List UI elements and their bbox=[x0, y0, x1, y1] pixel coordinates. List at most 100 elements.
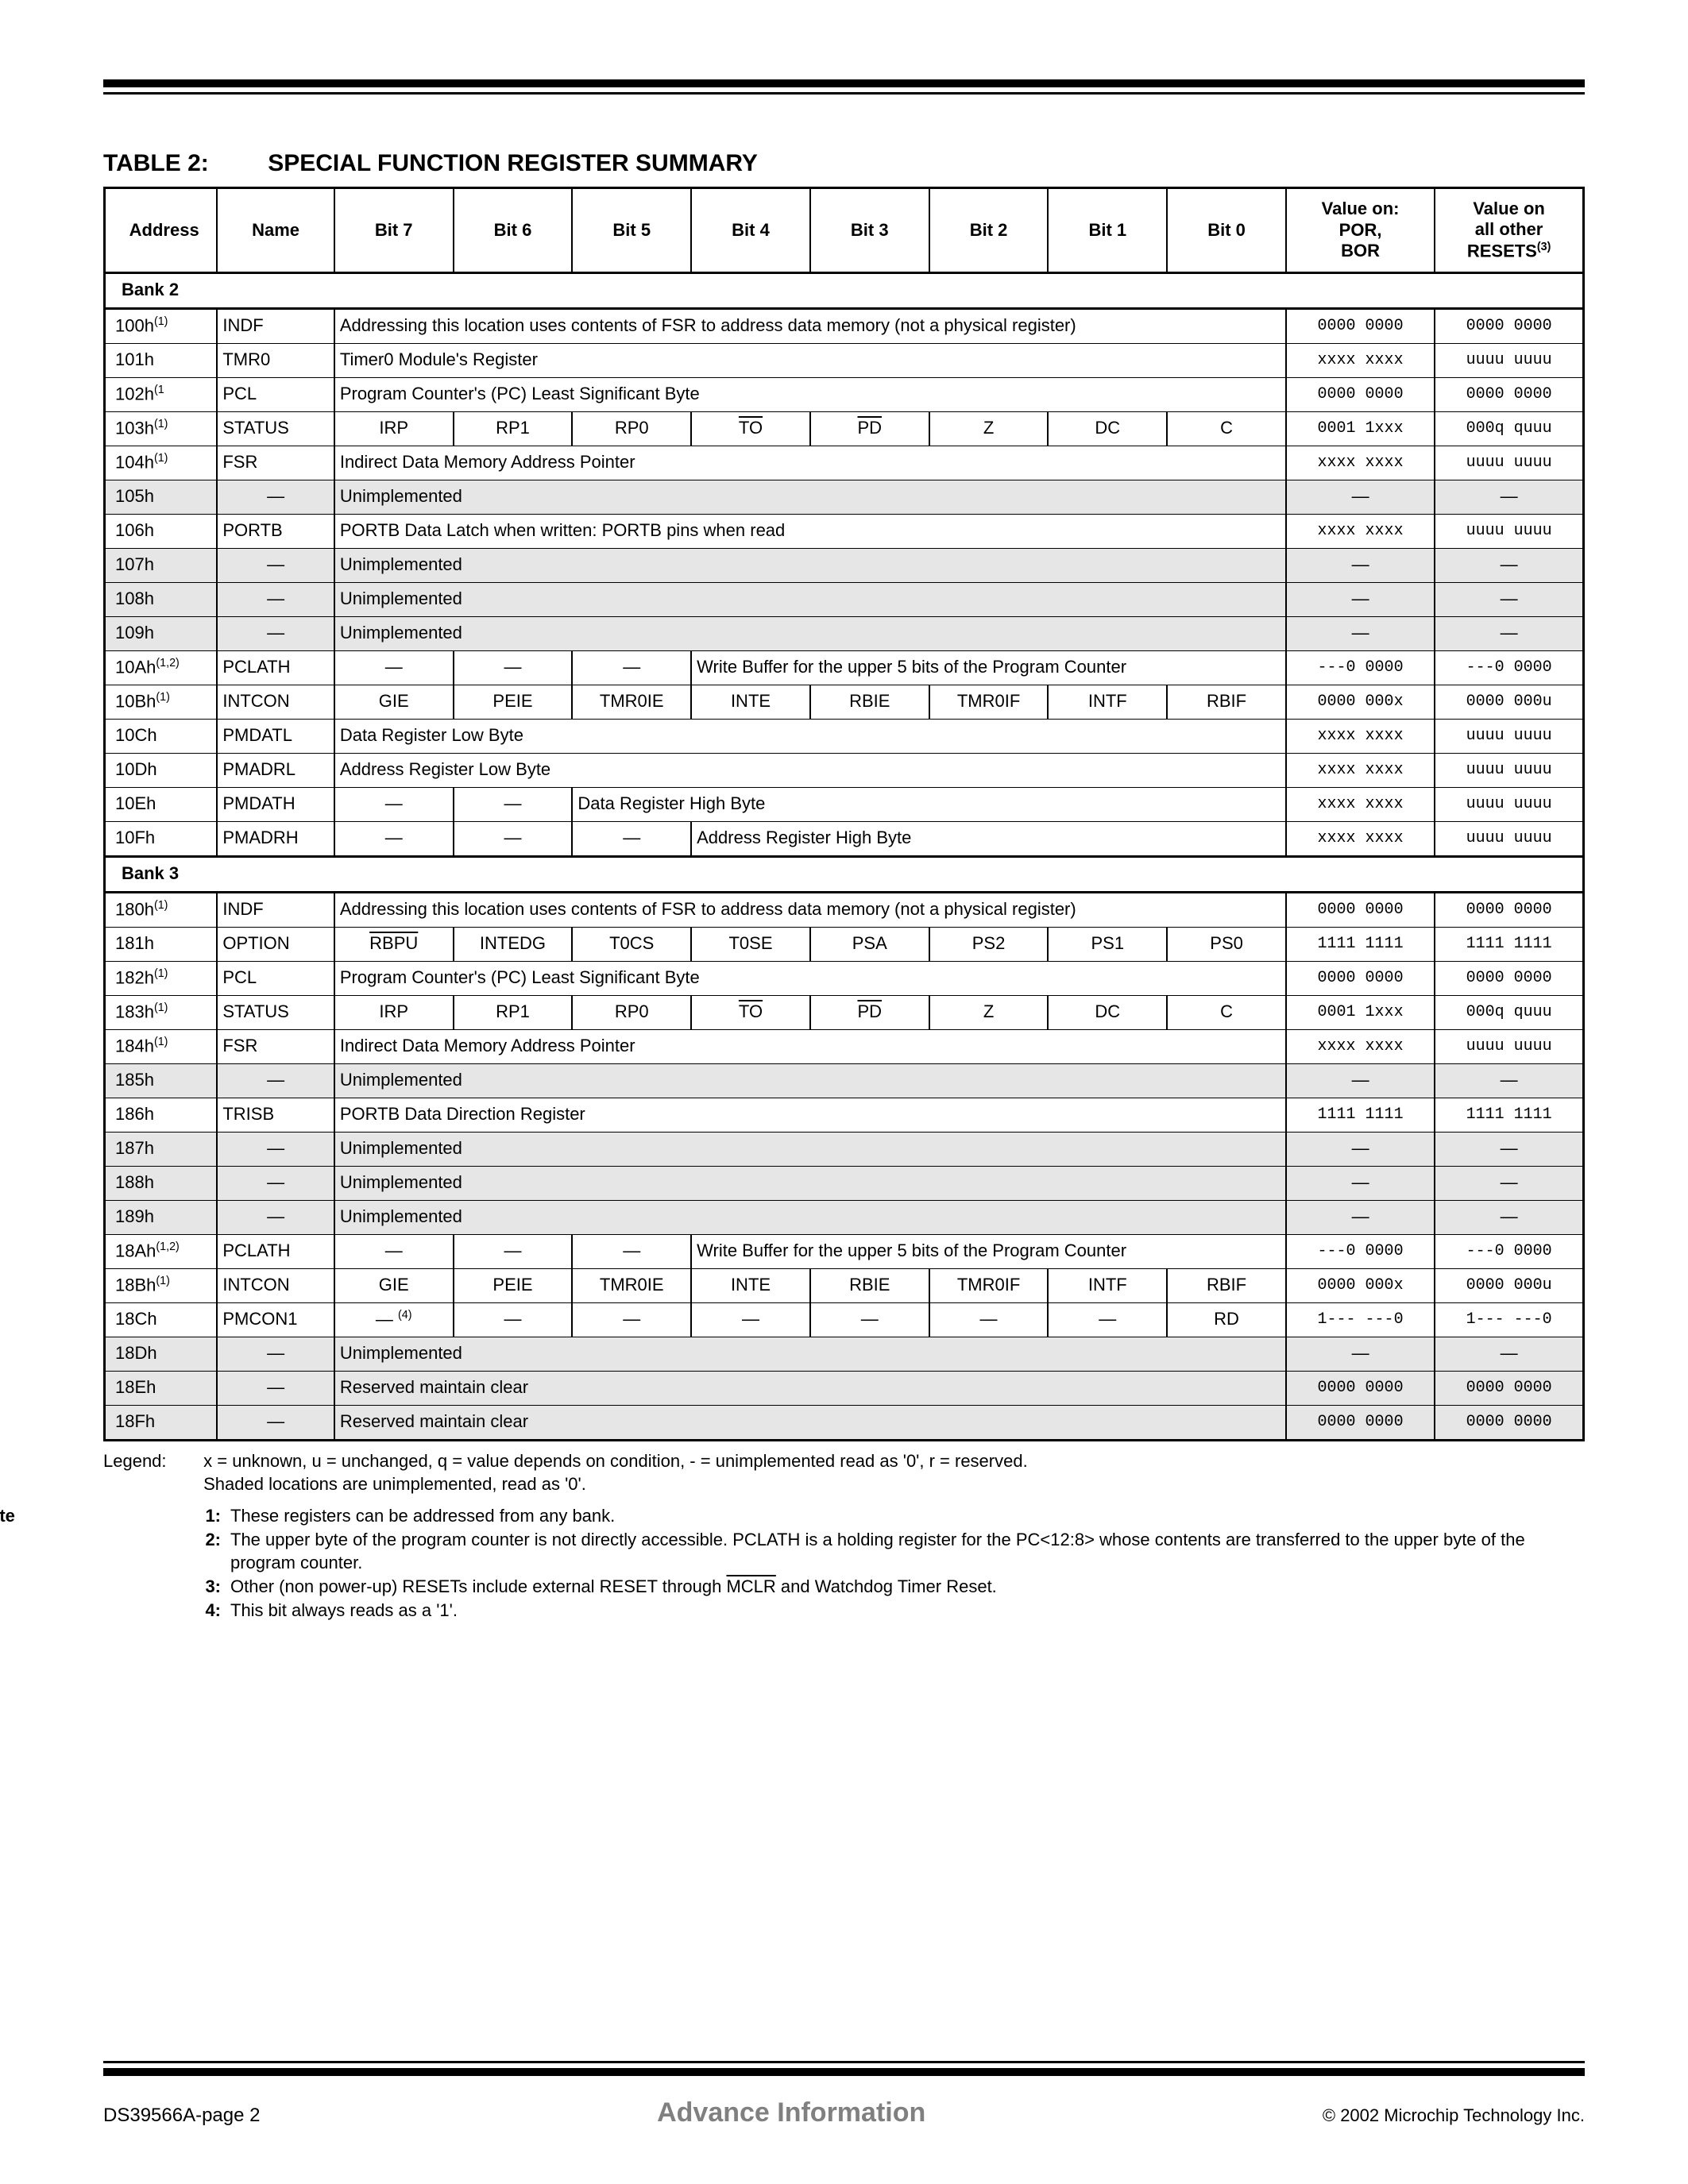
table-row: 18Eh—Reserved maintain clear0000 0000000… bbox=[105, 1371, 1584, 1405]
cell-reset: 1111 1111 bbox=[1435, 1098, 1583, 1132]
cell-bit: — bbox=[454, 1302, 573, 1337]
cell-por: xxxx xxxx bbox=[1286, 719, 1435, 753]
cell-name: OPTION bbox=[217, 927, 334, 961]
cell-bit: — bbox=[454, 821, 573, 856]
footer-left: DS39566A-page 2 bbox=[103, 2105, 260, 2127]
table-row: 105h—Unimplemented—— bbox=[105, 480, 1584, 514]
table-row: 100h(1)INDFAddressing this location uses… bbox=[105, 308, 1584, 343]
cell-bit: RBIF bbox=[1167, 1268, 1286, 1302]
table-row: 18ChPMCON1— (4)——————RD1--- ---01--- ---… bbox=[105, 1302, 1584, 1337]
cell-bit: — bbox=[691, 1302, 810, 1337]
cell-description: Data Register High Byte bbox=[572, 787, 1286, 821]
cell-name: — bbox=[217, 1132, 334, 1166]
table-row: 104h(1)FSRIndirect Data Memory Address P… bbox=[105, 446, 1584, 480]
cell-description: Program Counter's (PC) Least Significant… bbox=[334, 961, 1286, 995]
cell-description: Write Buffer for the upper 5 bits of the… bbox=[691, 650, 1286, 685]
cell-reset: uuuu uuuu bbox=[1435, 446, 1583, 480]
table-row: 10DhPMADRLAddress Register Low Bytexxxx … bbox=[105, 753, 1584, 787]
cell-bit: TO bbox=[691, 995, 810, 1029]
table-row: 18Bh(1)INTCONGIEPEIETMR0IEINTERBIETMR0IF… bbox=[105, 1268, 1584, 1302]
cell-description: Unimplemented bbox=[334, 616, 1286, 650]
cell-por: xxxx xxxx bbox=[1286, 821, 1435, 856]
cell-reset: uuuu uuuu bbox=[1435, 343, 1583, 377]
cell-bit: INTF bbox=[1048, 1268, 1167, 1302]
cell-address: 18Dh bbox=[105, 1337, 218, 1371]
cell-description: PORTB Data Direction Register bbox=[334, 1098, 1286, 1132]
cell-por: xxxx xxxx bbox=[1286, 343, 1435, 377]
cell-por: — bbox=[1286, 1166, 1435, 1200]
cell-description: Addressing this location uses contents o… bbox=[334, 892, 1286, 927]
cell-address: 185h bbox=[105, 1063, 218, 1098]
table-row: 189h—Unimplemented—— bbox=[105, 1200, 1584, 1234]
cell-reset: 0000 0000 bbox=[1435, 308, 1583, 343]
cell-bit: TMR0IF bbox=[929, 1268, 1049, 1302]
cell-name: PCLATH bbox=[217, 650, 334, 685]
table-row: 10ChPMDATLData Register Low Bytexxxx xxx… bbox=[105, 719, 1584, 753]
cell-bit: TMR0IE bbox=[572, 1268, 691, 1302]
cell-name: — bbox=[217, 1200, 334, 1234]
cell-name: STATUS bbox=[217, 411, 334, 446]
table-row: 18Dh—Unimplemented—— bbox=[105, 1337, 1584, 1371]
cell-description: Indirect Data Memory Address Pointer bbox=[334, 1029, 1286, 1063]
cell-bit: — bbox=[454, 787, 573, 821]
cell-bit: — bbox=[572, 821, 691, 856]
col-bit7: Bit 7 bbox=[334, 188, 454, 273]
cell-description: Write Buffer for the upper 5 bits of the… bbox=[691, 1234, 1286, 1268]
cell-name: TRISB bbox=[217, 1098, 334, 1132]
cell-description: Address Register High Byte bbox=[691, 821, 1286, 856]
table-title: TABLE 2: SPECIAL FUNCTION REGISTER SUMMA… bbox=[103, 150, 1585, 177]
cell-address: 10Eh bbox=[105, 787, 218, 821]
cell-reset: uuuu uuuu bbox=[1435, 514, 1583, 548]
cell-address: 109h bbox=[105, 616, 218, 650]
cell-name: — bbox=[217, 1337, 334, 1371]
cell-bit: PEIE bbox=[454, 1268, 573, 1302]
col-reset: Value onall otherRESETS(3) bbox=[1435, 188, 1583, 273]
cell-bit: RD bbox=[1167, 1302, 1286, 1337]
table-row: 109h—Unimplemented—— bbox=[105, 616, 1584, 650]
cell-por: 0001 1xxx bbox=[1286, 411, 1435, 446]
cell-address: 186h bbox=[105, 1098, 218, 1132]
table-row: 186hTRISBPORTB Data Direction Register 11… bbox=[105, 1098, 1584, 1132]
cell-description: Reserved maintain clear bbox=[334, 1371, 1286, 1405]
cell-bit: Z bbox=[929, 995, 1049, 1029]
cell-por: xxxx xxxx bbox=[1286, 446, 1435, 480]
cell-description: Timer0 Module's Register bbox=[334, 343, 1286, 377]
cell-por: xxxx xxxx bbox=[1286, 787, 1435, 821]
cell-bit: INTE bbox=[691, 1268, 810, 1302]
cell-bit: PS0 bbox=[1167, 927, 1286, 961]
cell-por: 0000 0000 bbox=[1286, 961, 1435, 995]
cell-por: 0000 0000 bbox=[1286, 1405, 1435, 1440]
note-1: These registers can be addressed from an… bbox=[230, 1506, 615, 1526]
cell-address: 181h bbox=[105, 927, 218, 961]
cell-reset: — bbox=[1435, 1337, 1583, 1371]
cell-address: 18Ah(1,2) bbox=[105, 1234, 218, 1268]
cell-name: PMDATL bbox=[217, 719, 334, 753]
cell-por: 0001 1xxx bbox=[1286, 995, 1435, 1029]
cell-bit: — bbox=[1048, 1302, 1167, 1337]
table-row: 18Ah(1,2)PCLATH———Write Buffer for the u… bbox=[105, 1234, 1584, 1268]
cell-name: — bbox=[217, 582, 334, 616]
cell-address: 108h bbox=[105, 582, 218, 616]
cell-por: — bbox=[1286, 616, 1435, 650]
cell-reset: — bbox=[1435, 548, 1583, 582]
cell-bit: — bbox=[929, 1302, 1049, 1337]
note-3: Other (non power-up) RESETs include exte… bbox=[230, 1576, 997, 1596]
cell-name: INDF bbox=[217, 308, 334, 343]
legend-line2: Shaded locations are unimplemented, read… bbox=[203, 1474, 586, 1494]
cell-address: 105h bbox=[105, 480, 218, 514]
cell-name: PMDATH bbox=[217, 787, 334, 821]
table-row: 102h(1PCLProgram Counter's (PC) Least Si… bbox=[105, 377, 1584, 411]
cell-reset: uuuu uuuu bbox=[1435, 719, 1583, 753]
cell-address: 183h(1) bbox=[105, 995, 218, 1029]
table-header-row: Address Name Bit 7 Bit 6 Bit 5 Bit 4 Bit… bbox=[105, 188, 1584, 273]
cell-por: 0000 0000 bbox=[1286, 1371, 1435, 1405]
cell-reset: 0000 0000 bbox=[1435, 1371, 1583, 1405]
cell-reset: — bbox=[1435, 1166, 1583, 1200]
col-bit4: Bit 4 bbox=[691, 188, 810, 273]
cell-reset: uuuu uuuu bbox=[1435, 1029, 1583, 1063]
cell-reset: 000q quuu bbox=[1435, 411, 1583, 446]
table-row: 185h—Unimplemented—— bbox=[105, 1063, 1584, 1098]
cell-description: Unimplemented bbox=[334, 582, 1286, 616]
cell-por: — bbox=[1286, 1063, 1435, 1098]
cell-bit: — bbox=[334, 1234, 454, 1268]
